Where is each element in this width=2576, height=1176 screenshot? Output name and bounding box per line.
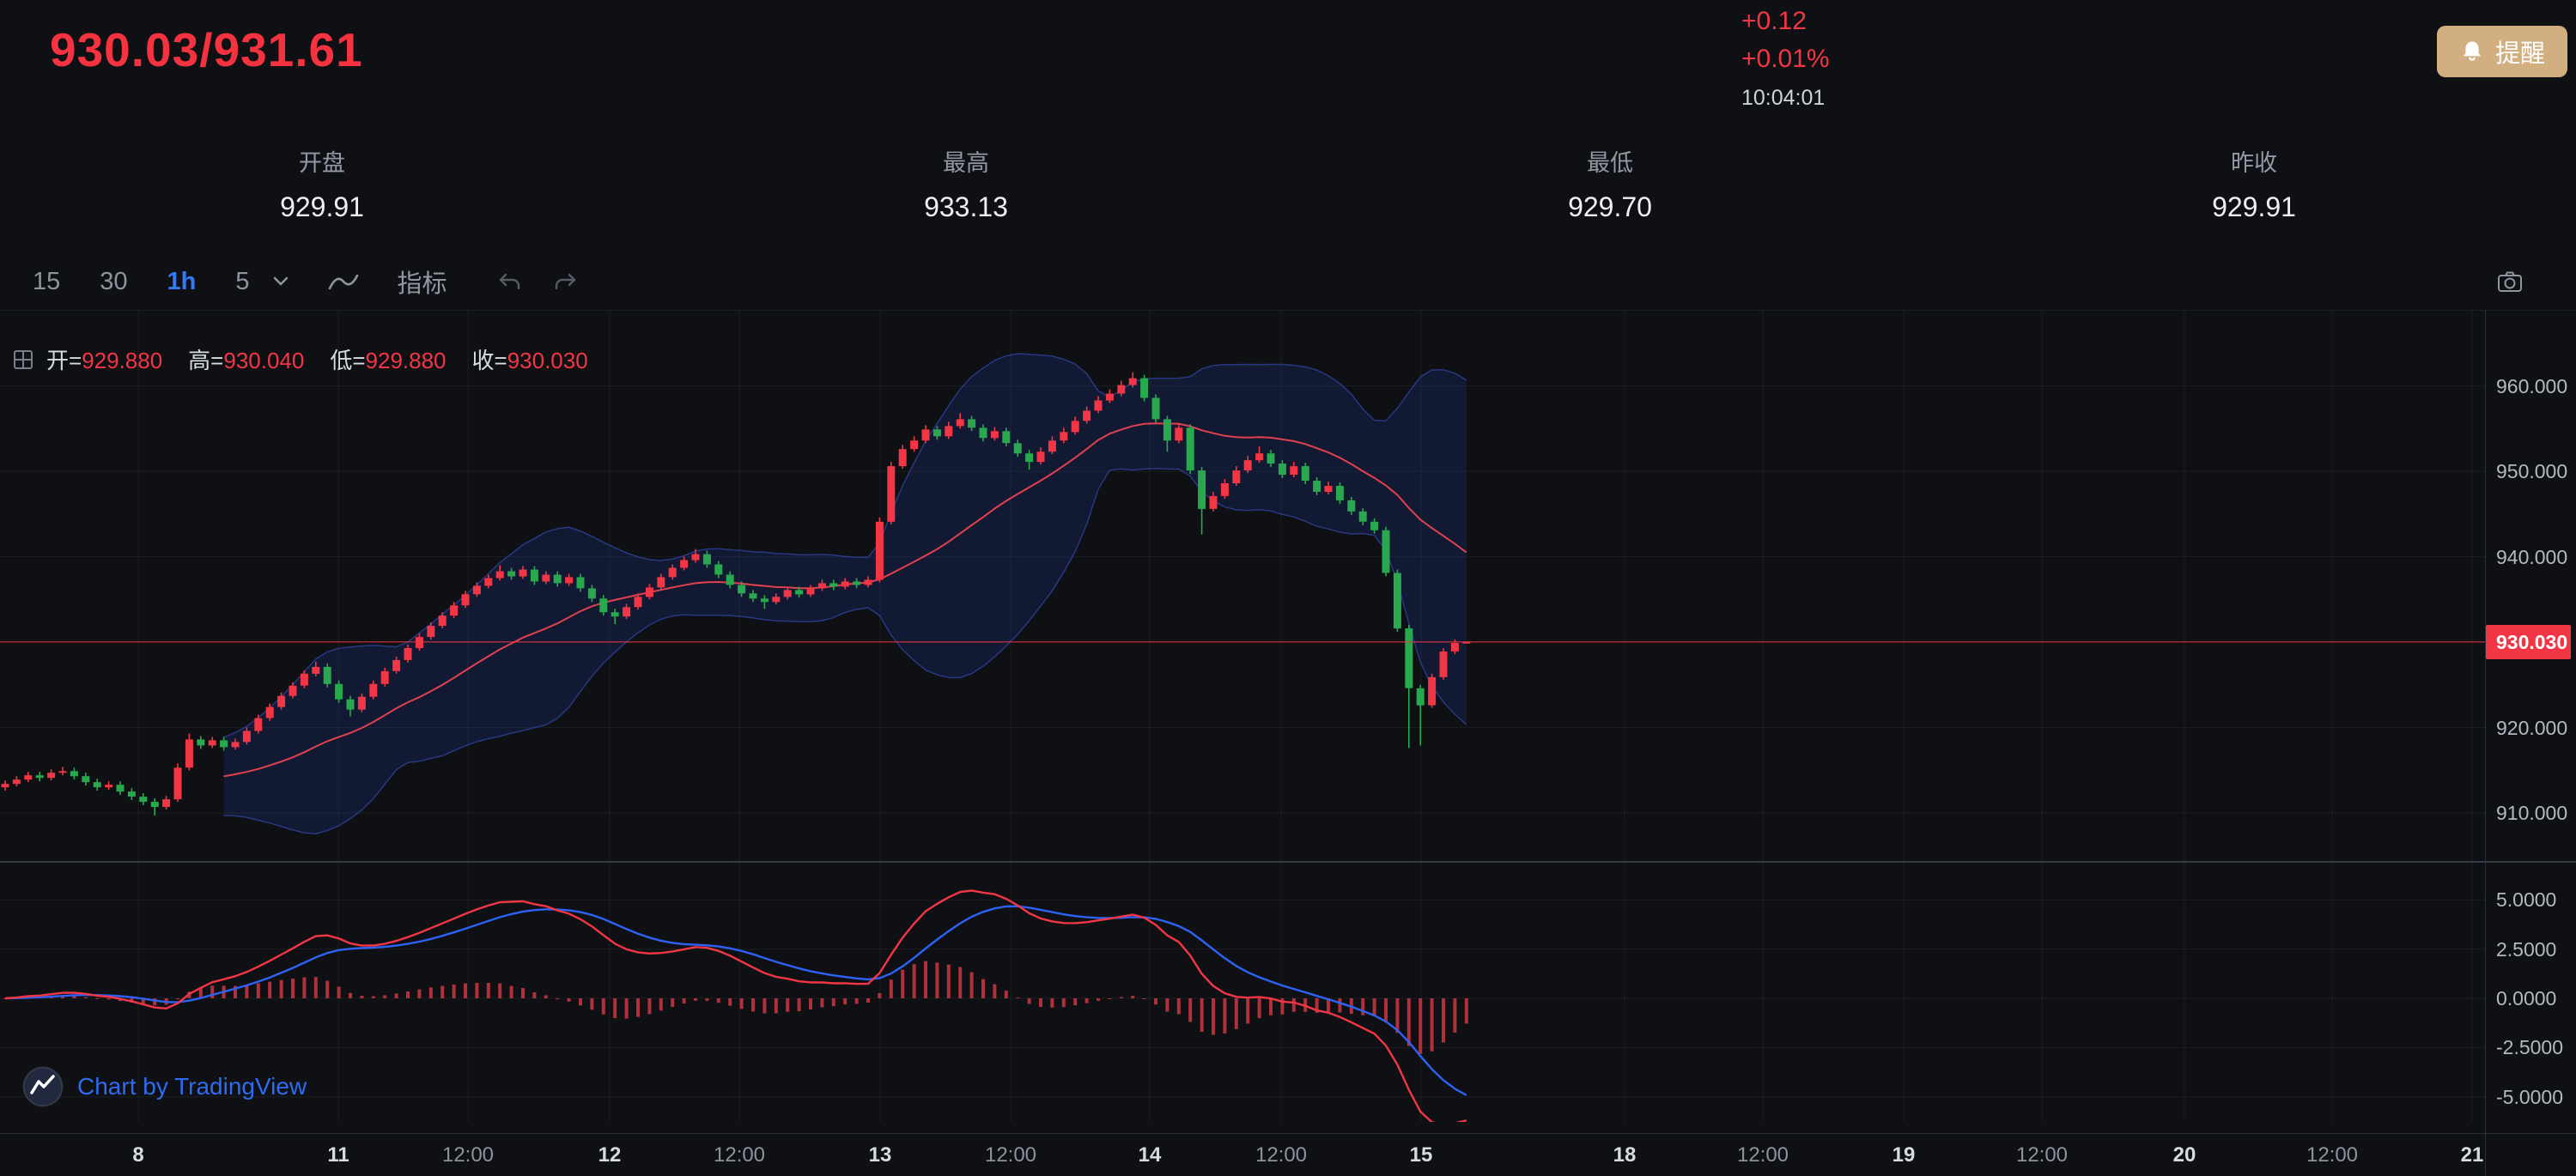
time-axis-label: 12:00 bbox=[441, 1143, 495, 1167]
time-axis-label: 14 bbox=[1138, 1143, 1162, 1167]
quote-stats: 开盘 929.91 最高 933.13 最低 929.70 昨收 929.91 bbox=[0, 144, 2576, 223]
bid-ask-price: 930.03/931.61 bbox=[50, 23, 363, 76]
candlestick-chart[interactable] bbox=[0, 311, 2485, 1133]
camera-icon bbox=[2498, 271, 2522, 292]
alert-button-label: 提醒 bbox=[2494, 40, 2545, 68]
interval-15m-button[interactable]: 15 bbox=[33, 267, 61, 295]
ohlc-grid-icon bbox=[12, 349, 34, 371]
time-axis-label: 12:00 bbox=[1255, 1143, 1308, 1167]
header: 930.03/931.61 +0.12 +0.01% 10:04:01 提醒 bbox=[0, 0, 2576, 129]
macd-axis-label: -5.0000 bbox=[2496, 1085, 2564, 1108]
time-axis-label: 20 bbox=[2172, 1143, 2196, 1167]
time-axis-label: 18 bbox=[1613, 1143, 1637, 1167]
stat-value: 933.13 bbox=[924, 191, 1008, 222]
bell-icon bbox=[2463, 41, 2482, 61]
tradingview-attribution[interactable]: Chart by TradingView bbox=[22, 1066, 307, 1107]
interval-5m-button[interactable]: 5 bbox=[235, 267, 250, 295]
legend-high: 高=930.040 bbox=[188, 348, 305, 373]
undo-button[interactable] bbox=[497, 270, 523, 294]
stat-prev-close: 昨收 929.91 bbox=[1932, 144, 2576, 223]
price-axis-label: 920.000 bbox=[2496, 716, 2568, 739]
chevron-down-icon bbox=[273, 276, 288, 286]
stat-label: 昨收 bbox=[2231, 150, 2277, 176]
current-price-label: 930.030 bbox=[2486, 624, 2571, 659]
stat-open: 开盘 929.91 bbox=[0, 144, 644, 223]
macd-axis-label: -2.5000 bbox=[2496, 1036, 2564, 1059]
time-axis-label: 12:00 bbox=[713, 1143, 766, 1167]
price-axis[interactable]: 960.000 950.000 940.000 920.000 910.000 5.000… bbox=[2485, 311, 2576, 1176]
legend-low: 低=929.880 bbox=[330, 348, 447, 373]
time-axis-label: 12:00 bbox=[984, 1143, 1037, 1167]
chart-toolbar: 15 30 1h 5 指标 bbox=[0, 254, 2576, 309]
stat-low: 最低 929.70 bbox=[1288, 144, 1932, 223]
price-axis-label: 910.000 bbox=[2496, 802, 2568, 824]
undo-icon bbox=[499, 273, 519, 290]
time-axis[interactable]: 8 11 12:00 12 12:00 13 12:00 14 12:00 15 18 12:00 19… bbox=[0, 1133, 2576, 1176]
stat-value: 929.70 bbox=[1568, 191, 1652, 222]
chart-style-button[interactable] bbox=[327, 269, 360, 294]
interval-30m-button[interactable]: 30 bbox=[100, 267, 128, 295]
time-axis-label: 15 bbox=[1409, 1143, 1433, 1167]
macd-axis-label: 0.0000 bbox=[2496, 987, 2557, 1009]
price-axis-label: 960.000 bbox=[2496, 374, 2568, 397]
redo-button[interactable] bbox=[552, 270, 578, 294]
macd-axis-label: 5.0000 bbox=[2496, 888, 2557, 912]
stat-value: 929.91 bbox=[2212, 191, 2296, 222]
macd-axis-label: 2.5000 bbox=[2496, 937, 2557, 961]
time-axis-label: 12:00 bbox=[2306, 1143, 2359, 1167]
legend-open: 开=929.880 bbox=[46, 348, 163, 373]
chart-top-border bbox=[0, 310, 2576, 311]
ohlc-legend: 开=929.880 高=930.040 低=929.880 收=930.030 bbox=[12, 343, 614, 375]
price-change: +0.12 bbox=[1741, 7, 1807, 35]
time-axis-label: 12:00 bbox=[2015, 1143, 2069, 1167]
indicators-button[interactable]: 指标 bbox=[397, 270, 447, 298]
time-axis-label: 19 bbox=[1892, 1143, 1916, 1167]
time-axis-label: 13 bbox=[868, 1143, 892, 1167]
stat-value: 929.91 bbox=[280, 191, 364, 222]
time-axis-label: 8 bbox=[132, 1143, 144, 1167]
tradingview-logo bbox=[22, 1066, 64, 1107]
interval-1h-button[interactable]: 1h bbox=[167, 267, 197, 295]
alert-button[interactable]: 提醒 bbox=[2436, 26, 2567, 77]
tradingview-attribution-text: Chart by TradingView bbox=[77, 1073, 307, 1100]
price-axis-label: 950.000 bbox=[2496, 460, 2568, 483]
interval-dropdown[interactable] bbox=[272, 276, 289, 288]
time-axis-label: 12 bbox=[598, 1143, 622, 1167]
stat-label: 最低 bbox=[1587, 150, 1633, 176]
pane-divider[interactable] bbox=[0, 861, 2576, 863]
time-axis-label: 12:00 bbox=[1736, 1143, 1789, 1167]
line-chart-icon bbox=[328, 274, 358, 290]
redo-icon bbox=[555, 273, 575, 290]
legend-close: 收=930.030 bbox=[471, 348, 588, 373]
price-axis-label: 940.000 bbox=[2496, 545, 2568, 568]
quote-time: 10:04:01 bbox=[1741, 86, 1826, 110]
screenshot-button[interactable] bbox=[2495, 268, 2524, 295]
time-axis-label: 21 bbox=[2460, 1143, 2484, 1167]
stat-label: 最高 bbox=[943, 150, 989, 176]
change-block: +0.12 +0.01% 10:04:01 bbox=[1741, 7, 1830, 111]
stat-label: 开盘 bbox=[299, 150, 345, 176]
stat-high: 最高 933.13 bbox=[644, 144, 1288, 223]
time-axis-label: 11 bbox=[327, 1143, 349, 1167]
price-change-percent: +0.01% bbox=[1741, 45, 1830, 73]
